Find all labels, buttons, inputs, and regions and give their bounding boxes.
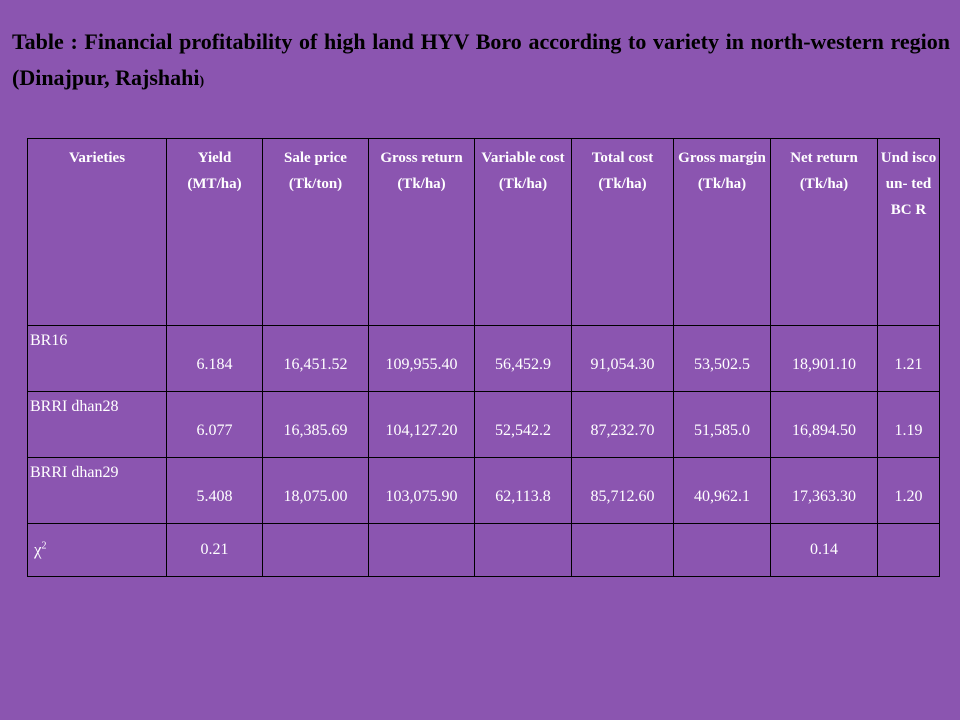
header-cell: Gross return (Tk/ha) <box>368 138 475 326</box>
value-cell: 18,901.10 <box>770 325 878 392</box>
value: 53,502.5 <box>694 356 750 373</box>
profitability-table: Varieties Yield (MT/ha) Sale price (Tk/t… <box>27 138 940 577</box>
header-cell: Variable cost (Tk/ha) <box>474 138 572 326</box>
value: 104,127.20 <box>385 422 458 439</box>
variety-cell: BRRI dhan29 <box>27 457 167 524</box>
variety-name: BRRI dhan28 <box>30 398 119 415</box>
page-title: Table : Financial profitability of high … <box>12 24 950 100</box>
chi-value-cell <box>262 523 369 577</box>
value: 6.077 <box>196 422 233 439</box>
value-cell: 87,232.70 <box>571 391 674 458</box>
value-cell: 91,054.30 <box>571 325 674 392</box>
chi-square-label: χ2 <box>27 523 167 577</box>
variety-name: BR16 <box>30 332 68 349</box>
value-cell: 1.21 <box>877 325 940 392</box>
value-cell: 56,452.9 <box>474 325 572 392</box>
value: 18,901.10 <box>792 356 856 373</box>
value-cell: 6.184 <box>166 325 263 392</box>
chi-value-cell <box>474 523 572 577</box>
value-cell: 53,502.5 <box>673 325 771 392</box>
value-cell: 16,451.52 <box>262 325 369 392</box>
table-row: BRRI dhan29 5.408 18,075.00 103,075.90 6… <box>27 457 940 524</box>
value-cell: 6.077 <box>166 391 263 458</box>
variety-cell: BR16 <box>27 325 167 392</box>
value: 91,054.30 <box>590 356 655 373</box>
value: 1.19 <box>894 422 923 439</box>
value-cell: 51,585.0 <box>673 391 771 458</box>
table-row: BR16 6.184 16,451.52 109,955.40 56,452.9… <box>27 325 940 392</box>
value: 85,712.60 <box>590 488 655 505</box>
value: 16,894.50 <box>792 422 856 439</box>
chi-value-cell <box>877 523 940 577</box>
table-row: BRRI dhan28 6.077 16,385.69 104,127.20 5… <box>27 391 940 458</box>
value-cell: 17,363.30 <box>770 457 878 524</box>
chi-value-cell: 0.14 <box>770 523 878 577</box>
value: 62,113.8 <box>495 488 551 505</box>
value-cell: 16,894.50 <box>770 391 878 458</box>
chi-symbol: χ <box>34 540 42 559</box>
header-cell: Gross margin (Tk/ha) <box>673 138 771 326</box>
value-cell: 109,955.40 <box>368 325 475 392</box>
value: 1.20 <box>894 488 923 505</box>
header-cell: Und isco un- ted BC R <box>877 138 940 326</box>
value: 51,585.0 <box>694 422 750 439</box>
value: 40,962.1 <box>694 488 750 505</box>
variety-cell: BRRI dhan28 <box>27 391 167 458</box>
header-cell: Total cost (Tk/ha) <box>571 138 674 326</box>
value-cell: 62,113.8 <box>474 457 572 524</box>
title-tail: ) <box>199 74 205 89</box>
value-cell: 103,075.90 <box>368 457 475 524</box>
value-cell: 52,542.2 <box>474 391 572 458</box>
value-cell: 104,127.20 <box>368 391 475 458</box>
header-cell: Net return (Tk/ha) <box>770 138 878 326</box>
value-cell: 1.19 <box>877 391 940 458</box>
value: 109,955.40 <box>385 356 458 373</box>
value: 52,542.2 <box>495 422 551 439</box>
value-cell: 18,075.00 <box>262 457 369 524</box>
chi-square-row: χ2 0.21 0.14 <box>27 523 940 577</box>
header-cell: Sale price (Tk/ton) <box>262 138 369 326</box>
variety-name: BRRI dhan29 <box>30 464 119 481</box>
value: 16,451.52 <box>283 356 348 373</box>
value-cell: 85,712.60 <box>571 457 674 524</box>
value: 17,363.30 <box>792 488 856 505</box>
header-cell: Varieties <box>27 138 167 326</box>
value-cell: 16,385.69 <box>262 391 369 458</box>
header-cell: Yield (MT/ha) <box>166 138 263 326</box>
value: 5.408 <box>196 488 233 505</box>
chi-value-cell: 0.21 <box>166 523 263 577</box>
chi-value-cell <box>571 523 674 577</box>
value-cell: 40,962.1 <box>673 457 771 524</box>
chi-value-cell <box>673 523 771 577</box>
value: 56,452.9 <box>495 356 551 373</box>
value: 16,385.69 <box>283 422 348 439</box>
value-cell: 1.20 <box>877 457 940 524</box>
value: 1.21 <box>894 356 923 373</box>
header-row: Varieties Yield (MT/ha) Sale price (Tk/t… <box>27 138 940 326</box>
chi-superscript: 2 <box>41 540 47 552</box>
value-cell: 5.408 <box>166 457 263 524</box>
value: 18,075.00 <box>283 488 348 505</box>
value: 87,232.70 <box>590 422 655 439</box>
value: 103,075.90 <box>385 488 458 505</box>
title-main: Table : Financial profitability of high … <box>12 29 950 90</box>
chi-value-cell <box>368 523 475 577</box>
value: 6.184 <box>196 356 233 373</box>
